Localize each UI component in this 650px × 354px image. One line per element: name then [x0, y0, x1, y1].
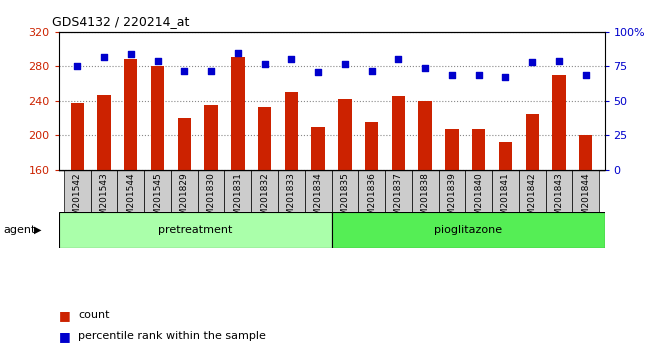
Bar: [231, 57, 244, 170]
Text: GSM201542: GSM201542: [73, 172, 82, 227]
Bar: [338, 99, 352, 170]
Point: [340, 61, 350, 67]
Point: [72, 64, 83, 69]
Bar: [71, 103, 84, 170]
Bar: [385, 170, 412, 223]
Point: [179, 68, 190, 73]
Text: GSM201839: GSM201839: [447, 172, 456, 228]
Bar: [332, 170, 358, 223]
Bar: [579, 135, 592, 170]
Text: GSM201836: GSM201836: [367, 172, 376, 228]
Point: [393, 57, 404, 62]
Text: pretreatment: pretreatment: [158, 225, 232, 235]
Bar: [124, 59, 137, 170]
Text: GSM201832: GSM201832: [260, 172, 269, 227]
Bar: [258, 107, 271, 170]
Bar: [98, 95, 111, 170]
Bar: [177, 118, 191, 170]
Bar: [526, 114, 539, 170]
Bar: [204, 105, 218, 170]
Text: agent: agent: [3, 225, 36, 235]
Text: ▶: ▶: [34, 225, 42, 235]
Bar: [492, 170, 519, 223]
Bar: [439, 170, 465, 223]
Text: GSM201830: GSM201830: [207, 172, 216, 228]
Bar: [499, 142, 512, 170]
Bar: [90, 170, 118, 223]
Point: [367, 68, 377, 73]
Text: GSM201838: GSM201838: [421, 172, 430, 228]
Bar: [358, 170, 385, 223]
Point: [286, 57, 296, 62]
Point: [99, 54, 109, 59]
Text: GSM201844: GSM201844: [581, 172, 590, 227]
Bar: [224, 170, 251, 223]
Text: percentile rank within the sample: percentile rank within the sample: [78, 331, 266, 341]
Bar: [305, 170, 332, 223]
Point: [473, 72, 484, 78]
Bar: [285, 92, 298, 170]
Bar: [58, 212, 332, 248]
Text: ■: ■: [58, 309, 70, 321]
Bar: [151, 67, 164, 170]
Point: [233, 50, 243, 56]
Bar: [332, 212, 604, 248]
Text: GSM201840: GSM201840: [474, 172, 483, 227]
Bar: [573, 170, 599, 223]
Bar: [445, 129, 459, 170]
Bar: [278, 170, 305, 223]
Point: [313, 69, 323, 75]
Text: pioglitazone: pioglitazone: [434, 225, 502, 235]
Text: GSM201831: GSM201831: [233, 172, 242, 228]
Bar: [412, 170, 439, 223]
Point: [152, 58, 162, 64]
Text: GSM201835: GSM201835: [341, 172, 350, 228]
Bar: [251, 170, 278, 223]
Bar: [171, 170, 198, 223]
Text: GSM201545: GSM201545: [153, 172, 162, 227]
Bar: [144, 170, 171, 223]
Point: [554, 58, 564, 64]
Text: GDS4132 / 220214_at: GDS4132 / 220214_at: [52, 15, 189, 28]
Bar: [64, 170, 90, 223]
Point: [447, 72, 457, 78]
Text: GSM201544: GSM201544: [126, 172, 135, 227]
Point: [125, 51, 136, 57]
Bar: [545, 170, 573, 223]
Bar: [419, 101, 432, 170]
Bar: [118, 170, 144, 223]
Point: [500, 75, 511, 80]
Bar: [465, 170, 492, 223]
Bar: [198, 170, 224, 223]
Bar: [519, 170, 545, 223]
Text: GSM201843: GSM201843: [554, 172, 564, 227]
Bar: [552, 75, 566, 170]
Bar: [472, 129, 486, 170]
Text: count: count: [78, 310, 109, 320]
Text: GSM201543: GSM201543: [99, 172, 109, 227]
Point: [420, 65, 430, 70]
Text: GSM201834: GSM201834: [313, 172, 322, 227]
Bar: [311, 127, 325, 170]
Bar: [365, 122, 378, 170]
Text: GSM201829: GSM201829: [180, 172, 188, 227]
Point: [527, 59, 538, 65]
Point: [259, 61, 270, 67]
Text: GSM201833: GSM201833: [287, 172, 296, 228]
Text: GSM201841: GSM201841: [501, 172, 510, 227]
Text: GSM201837: GSM201837: [394, 172, 403, 228]
Point: [206, 68, 216, 73]
Bar: [392, 96, 405, 170]
Text: GSM201842: GSM201842: [528, 172, 537, 227]
Point: [580, 72, 591, 78]
Text: ■: ■: [58, 330, 70, 343]
